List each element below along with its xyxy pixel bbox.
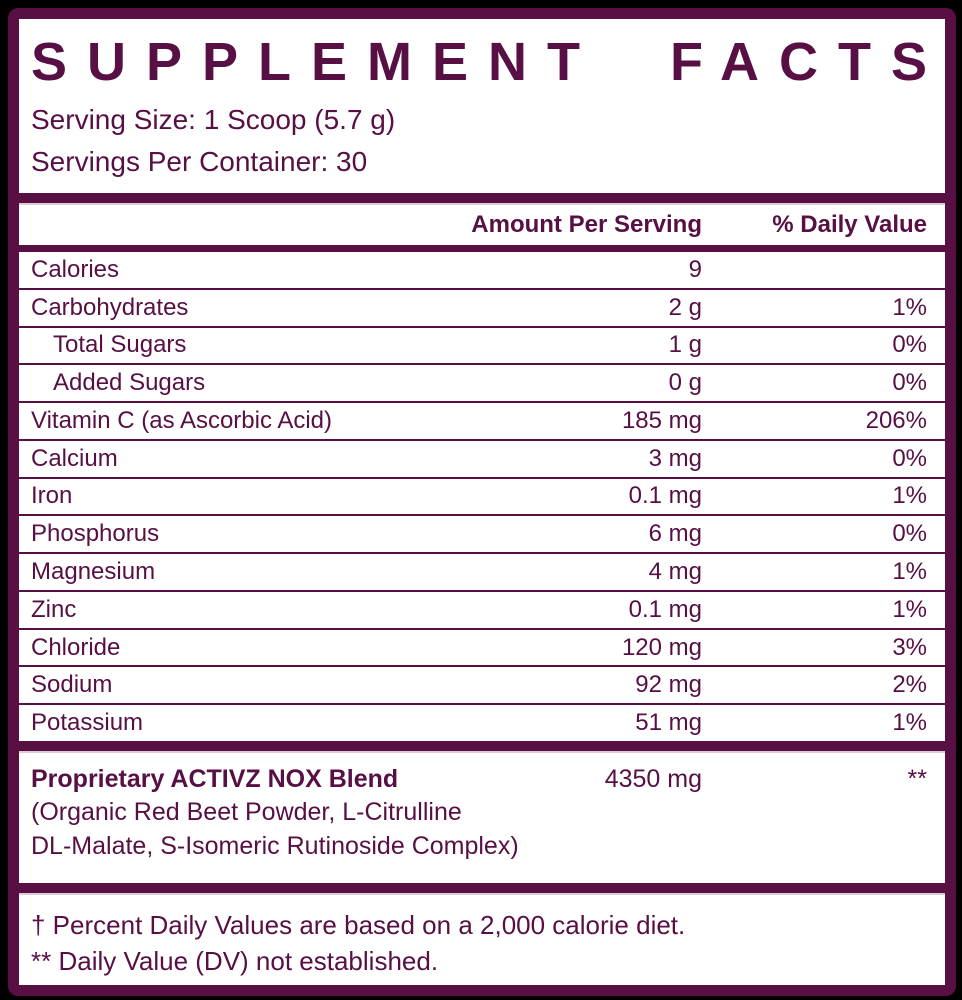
proprietary-blend-dv: ** bbox=[907, 765, 927, 793]
proprietary-blend-section: Proprietary ACTIVZ NOX Blend 4350 mg ** … bbox=[19, 753, 945, 883]
dv-not-established-footnote: ** Daily Value (DV) not established. bbox=[31, 946, 439, 976]
nutrient-amount: 120 mg bbox=[621, 633, 702, 661]
nutrient-label: Zinc bbox=[31, 595, 77, 623]
nutrient-amount: 4 mg bbox=[648, 558, 702, 585]
table-row: Calcium 3 mg 0% bbox=[19, 438, 945, 477]
nutrient-dv: 2% bbox=[892, 671, 927, 699]
table-row: Zinc 0.1 mg 1% bbox=[19, 589, 945, 628]
nutrient-dv: 0% bbox=[892, 331, 927, 359]
nutrient-dv: 3% bbox=[892, 633, 927, 661]
nutrient-label: Added Sugars bbox=[53, 369, 206, 397]
table-row: Added Sugars 0 g 0% bbox=[19, 363, 945, 401]
nutrient-label: Magnesium bbox=[31, 558, 156, 585]
nutrient-dv: 0% bbox=[892, 520, 927, 548]
nutrient-table: Amount Per Serving % Daily Value Calorie… bbox=[19, 205, 945, 741]
nutrient-amount: 185 mg bbox=[621, 406, 702, 434]
nutrient-amount: 0 g bbox=[668, 369, 702, 397]
section-divider bbox=[19, 883, 945, 895]
table-header-row: Amount Per Serving % Daily Value bbox=[19, 205, 945, 252]
daily-value-footnote: † Percent Daily Values are based on a 2,… bbox=[31, 910, 686, 940]
nutrient-amount: 0.1 mg bbox=[628, 482, 702, 510]
nutrient-amount: 1 g bbox=[668, 331, 702, 359]
table-row: Phosphorus 6 mg 0% bbox=[19, 514, 945, 552]
nutrient-dv: 1% bbox=[892, 293, 927, 321]
nutrient-dv: 1% bbox=[892, 709, 927, 737]
amount-per-serving-header: Amount Per Serving bbox=[471, 211, 702, 238]
nutrient-dv: 0% bbox=[892, 444, 927, 472]
serving-size-text: Serving Size: 1 Scoop (5.7 g) bbox=[31, 104, 396, 135]
nutrient-label: Vitamin C (as Ascorbic Acid) bbox=[31, 406, 332, 434]
table-row: Magnesium 4 mg 1% bbox=[19, 552, 945, 590]
nutrient-amount: 2 g bbox=[668, 293, 702, 321]
table-row: Total Sugars 1 g 0% bbox=[19, 325, 945, 364]
footnotes: † Percent Daily Values are based on a 2,… bbox=[19, 895, 945, 985]
table-row: Chloride 120 mg 3% bbox=[19, 627, 945, 666]
proprietary-blend-amount: 4350 mg bbox=[604, 765, 702, 793]
nutrient-amount: 6 mg bbox=[648, 520, 702, 548]
proprietary-blend-name: Proprietary ACTIVZ NOX Blend bbox=[31, 765, 399, 793]
nutrient-dv: 1% bbox=[892, 558, 927, 585]
proprietary-ingredients-line1: (Organic Red Beet Powder, L-Citrulline bbox=[31, 798, 462, 826]
table-row: Iron 0.1 mg 1% bbox=[19, 476, 945, 515]
nutrient-dv: 1% bbox=[892, 482, 927, 510]
percent-daily-value-header: % Daily Value bbox=[772, 211, 927, 238]
table-row: Sodium 92 mg 2% bbox=[19, 665, 945, 703]
nutrient-label: Calories bbox=[31, 255, 120, 283]
nutrient-amount: 9 bbox=[688, 255, 702, 283]
nutrient-amount: 3 mg bbox=[648, 444, 702, 472]
title-word-facts: FACTS bbox=[669, 32, 947, 92]
nutrient-dv: 0% bbox=[892, 369, 927, 397]
title-word-supplement: SUPPLEMENT bbox=[31, 32, 601, 92]
nutrient-label: Calcium bbox=[31, 444, 118, 472]
section-divider bbox=[19, 741, 945, 753]
servings-per-container-text: Servings Per Container: 30 bbox=[31, 146, 368, 177]
page-title: SUPPLEMENT FACTS bbox=[31, 31, 927, 93]
table-row: Calories 9 bbox=[19, 252, 945, 288]
label-header: SUPPLEMENT FACTS Serving Size: 1 Scoop (… bbox=[19, 19, 945, 193]
table-row: Vitamin C (as Ascorbic Acid) 185 mg 206% bbox=[19, 401, 945, 439]
table-row: Potassium 51 mg 1% bbox=[19, 703, 945, 741]
nutrient-label: Total Sugars bbox=[53, 331, 187, 359]
nutrient-dv: 206% bbox=[865, 406, 927, 434]
nutrient-label: Carbohydrates bbox=[31, 293, 189, 321]
nutrient-label: Phosphorus bbox=[31, 520, 160, 548]
proprietary-ingredients-line2: DL-Malate, S-Isomeric Rutinoside Complex… bbox=[31, 832, 519, 860]
nutrient-label: Sodium bbox=[31, 671, 113, 699]
section-divider bbox=[19, 193, 945, 205]
table-row: Carbohydrates 2 g 1% bbox=[19, 287, 945, 326]
proprietary-blend-row: Proprietary ACTIVZ NOX Blend 4350 mg ** bbox=[31, 763, 927, 795]
nutrient-amount: 92 mg bbox=[635, 671, 702, 699]
nutrient-label: Chloride bbox=[31, 633, 121, 661]
nutrient-amount: 0.1 mg bbox=[628, 595, 702, 623]
nutrient-label: Potassium bbox=[31, 709, 144, 737]
nutrient-dv: 1% bbox=[892, 595, 927, 623]
nutrient-label: Iron bbox=[31, 482, 73, 510]
nutrient-rows: Calories 9 Carbohydrates 2 g 1% Total Su… bbox=[19, 252, 945, 741]
nutrient-amount: 51 mg bbox=[635, 709, 702, 737]
supplement-facts-label: SUPPLEMENT FACTS Serving Size: 1 Scoop (… bbox=[8, 8, 956, 996]
